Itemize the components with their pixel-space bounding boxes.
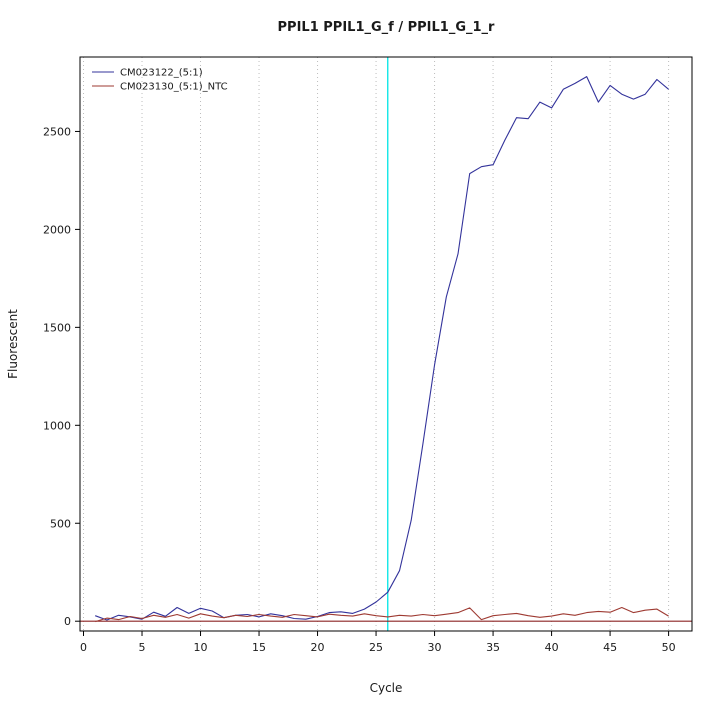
plot-frame: [79, 56, 693, 632]
y-tick-label: 500: [50, 517, 71, 530]
x-tick-label: 5: [139, 641, 146, 654]
legend-label-0: CM023122_(5:1): [120, 68, 203, 79]
series-lines: [95, 76, 669, 623]
series-line-0: [95, 76, 669, 621]
y-axis-label: Fluorescent: [6, 309, 20, 379]
gridlines: [83, 57, 670, 631]
x-tick-label: 10: [194, 641, 208, 654]
y-tick-label: 1000: [43, 419, 71, 432]
y-tick-label: 2000: [43, 223, 71, 236]
x-tick-label: 20: [311, 641, 325, 654]
x-tick-label: 15: [252, 641, 266, 654]
legend: CM023122_(5:1) CM023130_(5:1)_NTC: [92, 68, 228, 93]
x-tick-label: 30: [428, 641, 442, 654]
x-tick-label: 50: [662, 641, 676, 654]
series-line-1: [95, 606, 669, 623]
y-axis-ticks: 0 500 1000 1500 2000 2500: [43, 125, 80, 628]
x-tick-label: 40: [545, 641, 559, 654]
y-tick-label: 2500: [43, 125, 71, 138]
x-tick-label: 25: [369, 641, 383, 654]
chart-title: PPIL1 PPIL1_G_f / PPIL1_G_1_r: [278, 20, 496, 35]
x-tick-label: 35: [486, 641, 500, 654]
x-axis-label: Cycle: [370, 681, 403, 695]
legend-label-1: CM023130_(5:1)_NTC: [120, 82, 228, 93]
y-tick-label: 0: [64, 615, 71, 628]
y-tick-label: 1500: [43, 321, 71, 334]
reference-lines: [80, 57, 692, 631]
x-tick-label: 45: [603, 641, 617, 654]
x-axis-ticks: 0 5 10 15 20 25 30 35 40 45 50: [80, 631, 676, 654]
x-tick-label: 0: [80, 641, 87, 654]
